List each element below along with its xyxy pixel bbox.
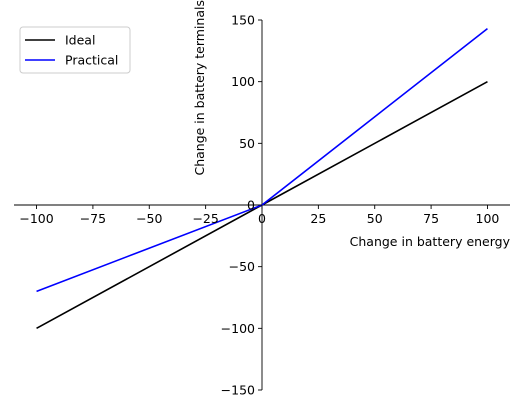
x-axis-label: Change in battery energy (350, 234, 511, 249)
legend: Ideal Practical (19, 26, 131, 74)
x-tick-label: −50 (136, 211, 162, 226)
x-tick-label: 25 (310, 211, 326, 226)
x-tick-label: −100 (19, 211, 53, 226)
x-tick-label: 75 (423, 211, 439, 226)
x-tick-label: −75 (80, 211, 106, 226)
y-axis-label: Change in battery terminals (192, 0, 207, 176)
y-tick-label: −100 (221, 321, 255, 336)
x-tick-label: −25 (192, 211, 218, 226)
legend-label-ideal: Ideal (65, 33, 95, 48)
y-tick-label: 0 (247, 198, 255, 213)
legend-label-practical: Practical (65, 53, 118, 68)
ticks: −100 −75 −50 −25 0 25 50 75 100 −150 −100 −50 0 50 100… (19, 13, 499, 398)
x-tick-label: 50 (367, 211, 383, 226)
x-tick-label: 100 (476, 211, 500, 226)
x-tick-label: 0 (258, 211, 266, 226)
y-tick-label: 50 (239, 136, 255, 151)
legend-box (19, 26, 131, 74)
y-tick-label: −50 (229, 259, 255, 274)
y-tick-label: 100 (231, 74, 255, 89)
y-tick-label: 150 (231, 13, 255, 28)
axis-labels: Change in battery energy Change in batte… (192, 0, 511, 249)
y-tick-label: −150 (221, 383, 255, 398)
